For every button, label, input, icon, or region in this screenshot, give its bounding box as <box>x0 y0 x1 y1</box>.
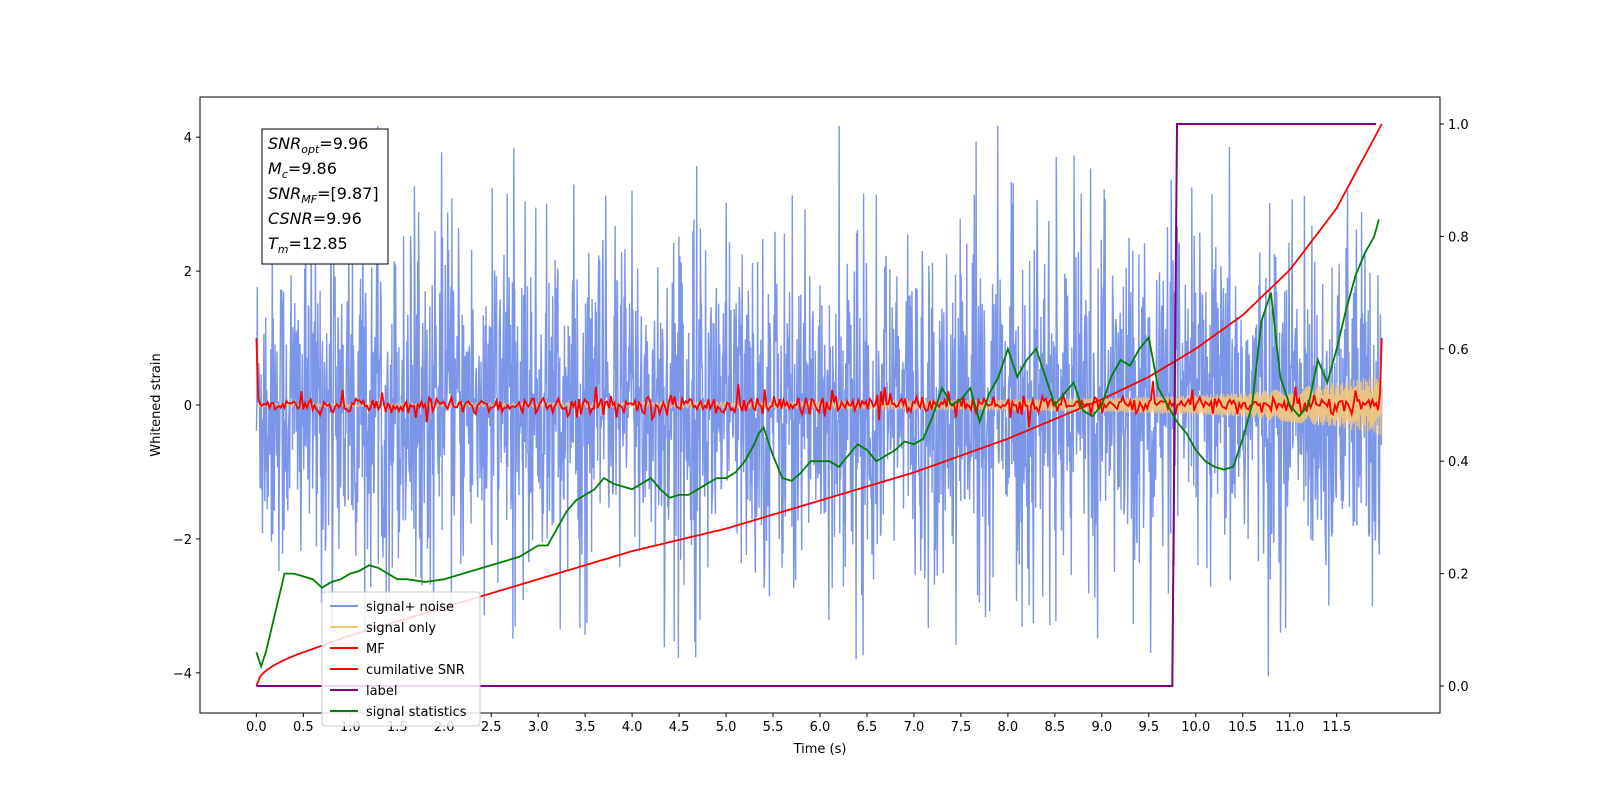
x-tick-label: 4.5 <box>669 720 690 735</box>
x-tick-label: 8.5 <box>1045 720 1066 735</box>
x-tick-label: 0.0 <box>246 720 267 735</box>
y2-axis-ticks: 0.0 0.2 0.4 0.6 0.8 1.0 <box>1440 118 1469 695</box>
legend-entry-label: MF <box>366 642 385 657</box>
legend-entry-label: signal statistics <box>366 705 467 720</box>
x-tick-label: 3.5 <box>575 720 596 735</box>
x-axis-label: Time (s) <box>793 742 847 757</box>
x-tick-label: 11.0 <box>1275 720 1304 735</box>
y2-tick-label: 0.8 <box>1448 230 1469 245</box>
legend-entry-label: cumilative SNR <box>366 663 465 678</box>
x-tick-label: 10.0 <box>1181 720 1210 735</box>
x-tick-label: 9.5 <box>1138 720 1159 735</box>
x-tick-label: 10.5 <box>1228 720 1257 735</box>
y2-tick-label: 0.2 <box>1448 568 1469 583</box>
legend-entry-label: signal+ noise <box>366 600 454 615</box>
annotation-box: SNRopt=9.96 Mc=9.86 SNRMF=[9.87] CSNR=9.96 T… <box>261 128 389 265</box>
series-signal-noise-line <box>255 125 1383 677</box>
y-tick-label: −2 <box>173 533 192 548</box>
y-axis-ticks: −4 −2 0 2 4 <box>173 131 200 682</box>
series-label-line <box>256 123 1377 687</box>
x-tick-label: 8.0 <box>998 720 1019 735</box>
annotation-line: SNRopt=9.96 <box>268 134 368 156</box>
x-tick-label: 6.0 <box>810 720 831 735</box>
x-tick-label: 7.5 <box>951 720 972 735</box>
y2-tick-label: 0.0 <box>1448 680 1469 695</box>
y-tick-label: 0 <box>184 399 192 414</box>
series-mf-line <box>255 337 1383 427</box>
x-tick-label: 3.0 <box>528 720 549 735</box>
y-tick-label: −4 <box>173 667 192 682</box>
legend-entry-label: signal only <box>366 621 436 636</box>
x-tick-label: 9.0 <box>1091 720 1112 735</box>
annotation-frame <box>261 128 389 265</box>
y-tick-label: 4 <box>184 131 192 146</box>
x-tick-label: 4.0 <box>622 720 643 735</box>
annotation-line: Mc=9.86 <box>268 159 337 181</box>
legend-frame <box>321 591 481 727</box>
x-tick-label: 11.5 <box>1322 720 1351 735</box>
x-tick-label: 5.0 <box>716 720 737 735</box>
y-tick-label: 2 <box>184 265 192 280</box>
y-axis-label: Whitened strain <box>149 353 164 456</box>
x-tick-label: 2.5 <box>481 720 502 735</box>
x-tick-label: 7.0 <box>904 720 925 735</box>
y2-tick-label: 1.0 <box>1448 118 1469 133</box>
annotation-line: CSNR=9.96 <box>268 209 362 228</box>
y2-tick-label: 0.6 <box>1448 343 1469 358</box>
legend: signal+ noise signal only MF cumilative SNR… <box>321 591 481 727</box>
y2-tick-label: 0.4 <box>1448 455 1469 470</box>
series-signal-statistics-line <box>255 219 1380 670</box>
x-tick-label: 6.5 <box>857 720 878 735</box>
annotation-line: SNRMF=[9.87] <box>268 184 379 206</box>
legend-entry-label: label <box>366 684 397 699</box>
x-tick-label: 5.5 <box>763 720 784 735</box>
x-tick-label: 0.5 <box>293 720 314 735</box>
annotation-line: Tm=12.85 <box>268 234 348 256</box>
